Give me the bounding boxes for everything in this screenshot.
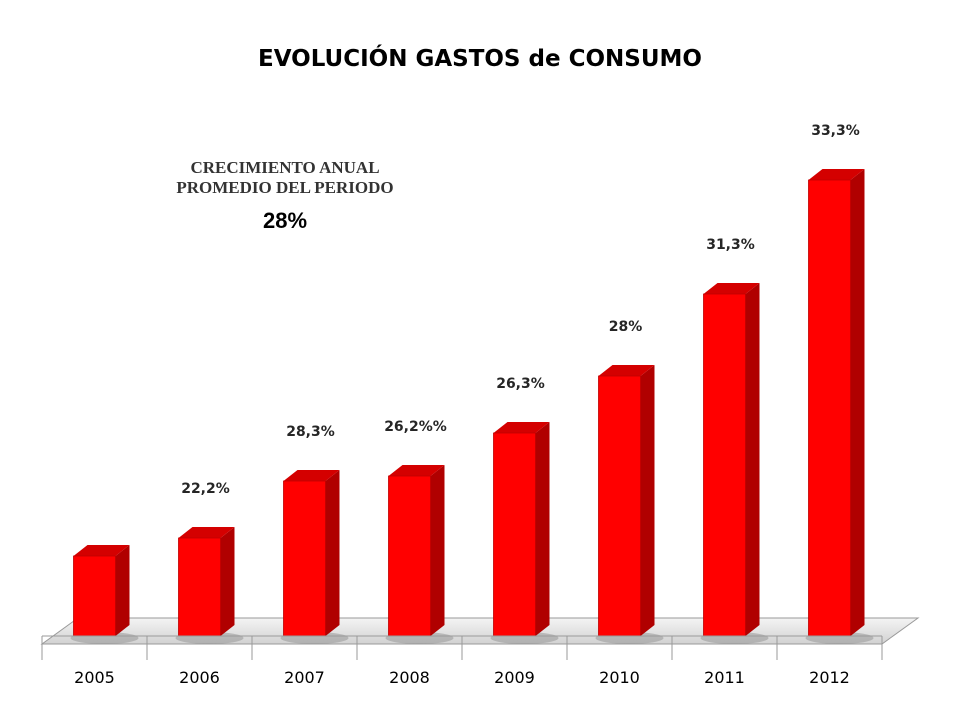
bar-side [325,470,340,636]
bar-front [73,555,116,637]
data-label-2011: 31,3% [706,237,755,253]
bar-front [598,375,641,637]
x-tick-label-2007: 2007 [284,668,325,687]
data-label-2012: 33,3% [811,123,860,139]
bar-front [808,179,851,637]
bar-top [598,365,655,376]
x-tick-label-2005: 2005 [74,668,115,687]
x-tick-label-2012: 2012 [809,668,850,687]
data-label-2009: 26,3% [496,376,545,392]
growth-annotation: CRECIMIENTO ANUAL PROMEDIO DEL PERIODO 2… [130,158,440,234]
data-label-2007: 28,3% [286,424,335,440]
annotation-line-1: CRECIMIENTO ANUAL [190,158,380,177]
bar-side [535,422,550,636]
bar-2005 [70,545,139,644]
bar-2006 [175,527,244,644]
bar-top [283,470,340,481]
data-label-2008: 26,2%% [384,419,447,435]
bar-front [178,537,221,637]
annotation-line-2: PROMEDIO DEL PERIODO [176,178,394,197]
bar-top [178,527,235,538]
x-tick-label-2006: 2006 [179,668,220,687]
bar-front [388,475,431,637]
bar-front [283,480,326,637]
bar-2008 [385,465,454,644]
annotation-value: 28% [262,208,308,233]
bar-side [115,545,130,636]
bar-top [493,422,550,433]
chart-title: EVOLUCIÓN GASTOS de CONSUMO [258,46,702,72]
x-tick-label-2008: 2008 [389,668,430,687]
x-tick-label-2011: 2011 [704,668,745,687]
bar-side [430,465,445,636]
bar-front [493,432,536,637]
data-label-2010: 28% [609,319,643,335]
bar-side [850,169,865,636]
bar-2010 [595,365,664,644]
chart-floor [40,617,920,645]
bar-side [640,365,655,636]
bar-2012 [805,169,874,644]
x-tick-label-2009: 2009 [494,668,535,687]
bar-2009 [490,422,559,644]
data-label-2006: 22,2% [181,481,230,497]
bar-top [808,169,865,180]
bar-top [388,465,445,476]
bar-2011 [700,283,769,644]
bar-side [220,527,235,636]
bar-top [703,283,760,294]
bar-2007 [280,470,349,644]
bar-top [73,545,130,556]
x-tick-label-2010: 2010 [599,668,640,687]
bar-front [703,293,746,637]
bar-side [745,283,760,636]
